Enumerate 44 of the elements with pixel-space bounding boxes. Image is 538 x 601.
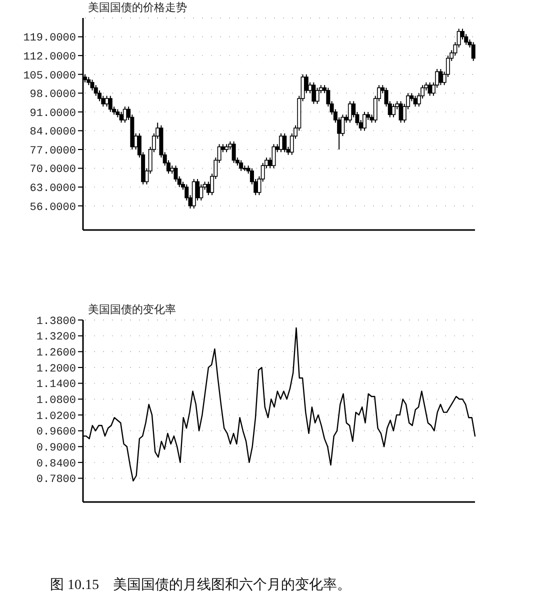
y-tick-label: 0.9600 [36, 426, 76, 439]
candlestick [348, 100, 352, 124]
y-tick-label: 77.0000 [30, 145, 76, 158]
candlestick [119, 111, 124, 124]
y-tick-label: 70.0000 [30, 164, 76, 176]
y-tick-label: 119.0000 [23, 32, 76, 45]
candlestick [282, 132, 287, 153]
candlestick [199, 184, 204, 201]
candlestick [413, 95, 418, 108]
y-tick-label: 1.0200 [36, 410, 76, 423]
y-tick-label: 1.3800 [36, 316, 76, 328]
caption: 图 10.15 美国国债的月线图和六个月的变化率。 [50, 576, 351, 594]
candlestick [108, 95, 112, 112]
y-tick-label: 0.8400 [36, 458, 76, 470]
candlestick [392, 103, 396, 118]
candlestick [428, 82, 432, 96]
candlestick [471, 42, 476, 62]
y-tick-label: 1.2600 [36, 348, 76, 360]
y-tick-label: 84.0000 [30, 126, 76, 139]
y-tick-label: 112.0000 [23, 51, 76, 64]
candlestick [239, 160, 244, 172]
y-tick-label: 98.0000 [30, 89, 76, 102]
y-tick-label: 105.0000 [23, 70, 76, 82]
y-tick-label: 1.0800 [36, 395, 76, 408]
chart-title: 美国国债的价格走势 [88, 0, 187, 15]
candlestick [362, 111, 366, 132]
y-tick-label: 0.7800 [36, 474, 76, 486]
candlestick [122, 106, 127, 124]
candlestick [232, 140, 236, 164]
y-tick-label: 0.9000 [36, 442, 76, 455]
y-tick-label: 56.0000 [30, 202, 76, 214]
chart-title: 美国国债的变化率 [88, 302, 176, 317]
candlestick [315, 87, 320, 104]
candlestick [312, 82, 316, 104]
candlestick [272, 144, 276, 169]
y-tick-label: 1.1400 [36, 379, 76, 392]
candlestick [398, 100, 403, 124]
y-tick-label: 91.0000 [30, 108, 76, 120]
y-tick-label: 1.2000 [36, 363, 76, 376]
candlestick [438, 68, 443, 86]
y-tick-label: 63.0000 [30, 182, 76, 195]
y-tick-label: 1.3200 [36, 332, 76, 344]
candlestick [279, 132, 283, 153]
candlestick [104, 95, 109, 108]
